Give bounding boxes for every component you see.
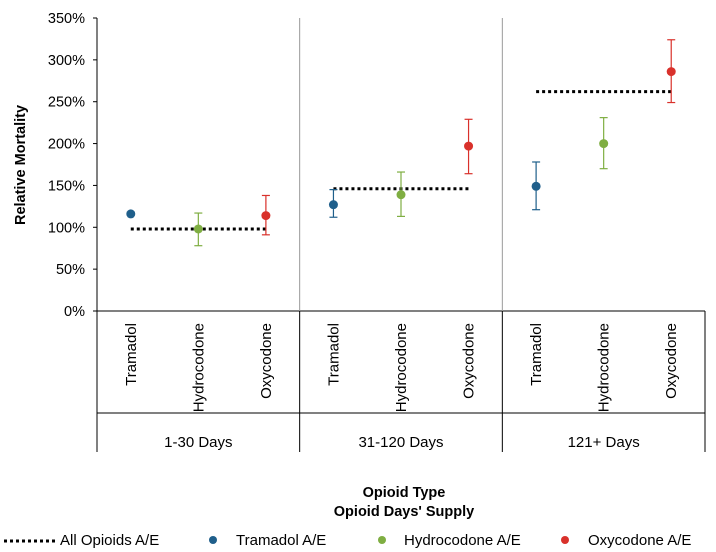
legend-hydrocodone-swatch <box>378 536 386 544</box>
x-group-label: 31-120 Days <box>358 434 443 451</box>
tramadol-point <box>126 209 136 219</box>
x-category-label: Hydrocodone <box>393 323 410 412</box>
y-tick-label: 50% <box>56 262 85 278</box>
x-category-label: Tramadol <box>325 323 342 386</box>
legend-label: Tramadol A/E <box>236 532 326 549</box>
oxycodone-point <box>666 67 676 77</box>
x-category-label: Hydrocodone <box>596 323 613 412</box>
y-axis-ticks: 0% 50% 100% 150% 200% 250% 300% 350% <box>48 11 97 320</box>
tramadol-point <box>328 200 338 210</box>
chart-legend: All Opioids A/E Tramadol A/E Hydrocodone A… <box>4 532 691 549</box>
x-axis-categories: Tramadol Hydrocodone Oxycodone 1-30 Days Tra… <box>123 323 680 451</box>
hydrocodone-point <box>193 224 203 234</box>
oxycodone-point <box>464 141 474 151</box>
hydrocodone-point <box>396 190 406 200</box>
y-tick-label: 100% <box>48 220 85 236</box>
x-category-label: Hydrocodone <box>190 323 207 412</box>
y-tick-label: 0% <box>64 304 85 320</box>
x-group-label: 1-30 Days <box>164 434 232 451</box>
x-category-label: Oxycodone <box>258 323 275 399</box>
x-group-label: 121+ Days <box>568 434 640 451</box>
x-category-label: Tramadol <box>528 323 545 386</box>
legend-label: Hydrocodone A/E <box>404 532 521 549</box>
x-category-label: Oxycodone <box>663 323 680 399</box>
x-axis-title-line-2: Opioid Days' Supply <box>334 504 474 520</box>
y-tick-label: 350% <box>48 11 85 27</box>
legend-tramadol-swatch <box>209 536 217 544</box>
x-axis-title-line-1: Opioid Type <box>363 485 446 501</box>
y-tick-label: 300% <box>48 53 85 69</box>
y-tick-label: 150% <box>48 178 85 194</box>
oxycodone-point <box>261 211 271 221</box>
legend-label: Oxycodone A/E <box>588 532 691 549</box>
chart-axes <box>96 18 706 452</box>
chart-marks <box>126 39 676 247</box>
x-category-label: Oxycodone <box>461 323 478 399</box>
y-axis-title: Relative Mortality <box>13 105 29 225</box>
x-category-label: Tramadol <box>123 323 140 386</box>
hydrocodone-point <box>599 139 609 149</box>
legend-label: All Opioids A/E <box>60 532 159 549</box>
y-tick-label: 200% <box>48 137 85 153</box>
tramadol-point <box>531 181 541 191</box>
legend-oxycodone-swatch <box>561 536 569 544</box>
y-tick-label: 250% <box>48 95 85 111</box>
